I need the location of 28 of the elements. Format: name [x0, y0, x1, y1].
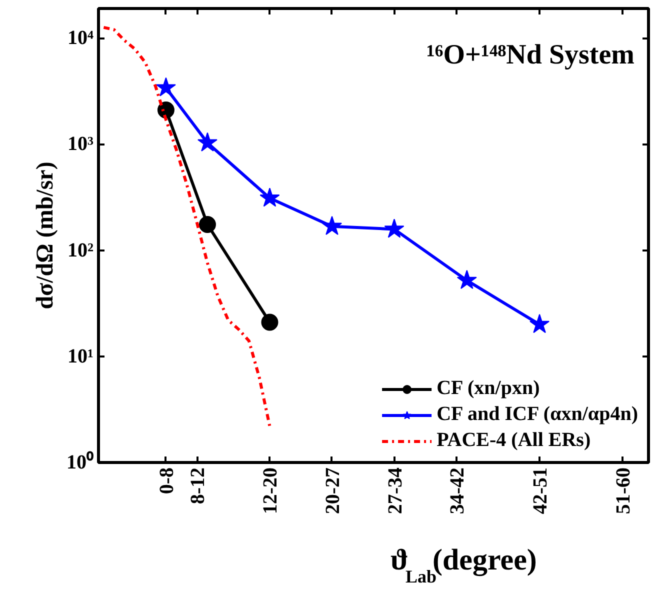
y-tick-label: 10⁰: [66, 450, 94, 474]
point: [261, 314, 278, 331]
x-tick-label: 51-60: [612, 467, 635, 514]
y-axis-title: dσ/dΩ (mb/sr): [32, 162, 58, 310]
x-tick-label: 0-8: [156, 467, 178, 494]
point: [260, 188, 280, 207]
x-tick-label: 20-27: [322, 467, 344, 514]
legend-label: CF and ICF (αxn/αp4n): [436, 403, 638, 426]
x-tick-label: 27-34: [384, 467, 406, 514]
point: [456, 270, 477, 290]
point: [322, 216, 342, 235]
legend-label: CF (xn/pxn): [436, 377, 540, 400]
x-tick-label: 42-51: [530, 467, 552, 514]
point: [156, 77, 176, 96]
y-tick-label: 10³: [68, 133, 94, 156]
point: [198, 216, 216, 233]
y-tick-label: 10⁴: [68, 27, 94, 50]
point: [530, 314, 550, 334]
text: ¹⁶O+¹⁴⁸Nd System: [426, 40, 634, 70]
line-series: [102, 26, 272, 428]
x-tick-label: 8-12: [187, 467, 210, 504]
x-tick-label: 34-42: [446, 467, 469, 514]
legend-label: PACE-4 (All ERs): [436, 429, 591, 452]
y-tick-label: 10¹: [68, 345, 94, 368]
point: [197, 132, 218, 152]
point: [384, 218, 404, 238]
y-tick-label: 10²: [68, 239, 94, 262]
x-tick-label: 12-20: [260, 467, 282, 514]
